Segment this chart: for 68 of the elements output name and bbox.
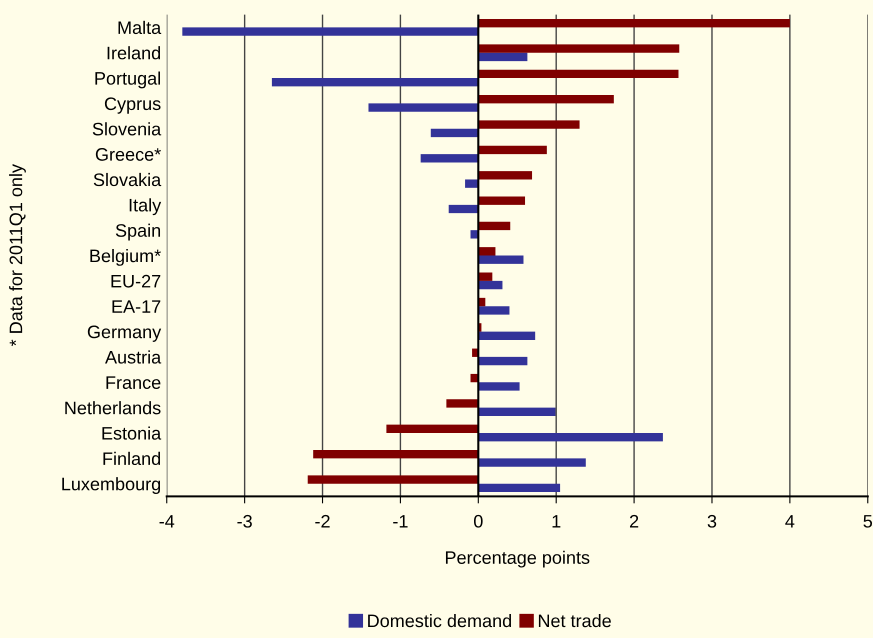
y-tick-label: Slovenia [92,122,162,136]
y-tick-label: Estonia [102,426,162,440]
x-axis-title: Percentage points [446,550,590,568]
text: * Data for 2011Q1 only [9,164,26,346]
y-tick-label: Italy [130,198,162,216]
legend-label: Net trade [538,614,611,628]
y-tick-label: Portugal [95,72,160,88]
bar [478,18,790,28]
bar [465,179,478,188]
bar [478,408,556,416]
bar [478,356,528,366]
bar [182,27,478,36]
x-tick-label: 5 [863,515,872,528]
bar [478,196,526,205]
y-tick-label: Finland [103,452,160,466]
bar [478,120,580,129]
bar [478,95,614,104]
bar [478,70,678,78]
bar [478,484,560,492]
x-tick-label: 1 [552,515,560,528]
bar [448,204,478,214]
x-tick-label: -3 [237,514,252,528]
bar [470,374,478,382]
bar [386,424,478,433]
bar [478,146,547,154]
y-tick-label: EU-27 [111,274,160,288]
x-tick-label: 3 [708,514,716,528]
bar [272,78,478,86]
x-tick-label: 0 [474,514,483,528]
y-tick-label: Austria [105,350,162,364]
y-tick-label: Netherlands [65,401,161,414]
bar [478,332,536,340]
bar [478,382,520,391]
bar [478,256,524,264]
y-tick-label: Belgium* [90,248,161,266]
y-tick-label: Greece* [96,148,161,161]
x-tick-label: -1 [393,515,408,528]
bar [478,280,502,290]
y-tick-label: Spain [116,224,160,240]
bar [478,52,528,62]
bar [478,272,492,281]
x-tick-label: -4 [160,515,174,528]
bar [430,128,478,138]
y-tick-label: Luxembourg [62,477,160,494]
y-tick-label: Cyprus [104,97,161,114]
bar [446,399,478,408]
y-tick-label: Malta [118,20,162,34]
bar [478,44,680,53]
x-tick-label: 4 [785,515,794,528]
bar [478,222,510,230]
bar [478,306,510,315]
x-tick-label: 2 [630,514,638,528]
legend-label: Domestic demand [368,614,512,628]
bar [420,154,478,162]
y-tick-label: Slovakia [94,172,162,186]
bar [308,475,478,484]
bar [368,103,478,112]
x-tick-label: -2 [315,514,330,528]
bar [478,432,663,442]
bar [478,458,586,467]
bar [478,247,496,256]
y-tick-label: EA-17 [112,300,160,313]
y-tick-label: Ireland [108,46,160,60]
bar [478,171,532,180]
y-tick-label: Germany [88,326,162,342]
bar [313,450,478,458]
y-tick-label: France [106,376,160,389]
bar [470,230,478,239]
